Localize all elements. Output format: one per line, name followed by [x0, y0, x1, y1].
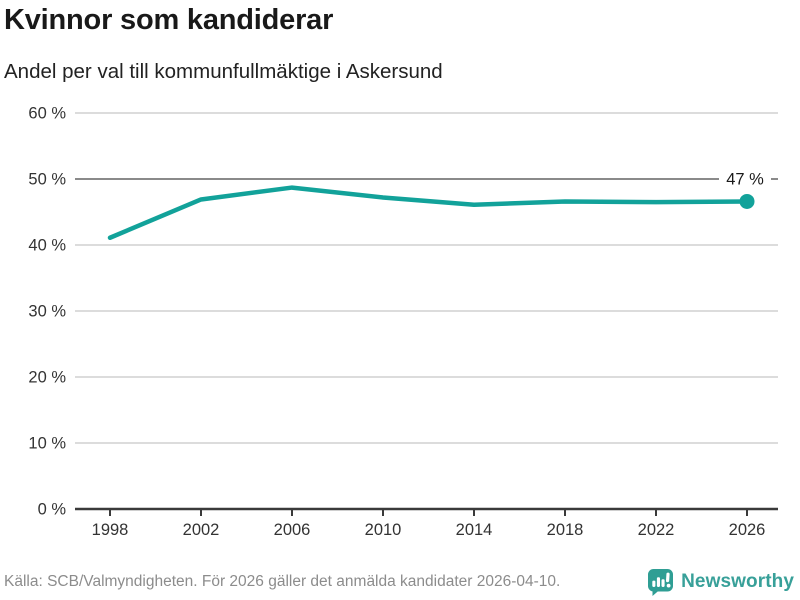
y-tick-label: 40 %: [28, 237, 66, 255]
line-chart: 0 % 10 % 20 % 30 % 40 % 50 % 60 % 1998 2002 2006 2…: [28, 105, 778, 539]
series-line: [107, 185, 750, 240]
y-tick-label: 30 %: [28, 303, 66, 321]
chart-title: Kvinnor som kandiderar: [4, 4, 334, 36]
x-tick-label: 2002: [183, 521, 220, 539]
source-note: Källa: SCB/Valmyndigheten. För 2026 gäll…: [4, 573, 561, 590]
x-tick-label: 1998: [92, 521, 129, 539]
x-tick-label: 2026: [729, 521, 766, 539]
value-label: 47 %: [726, 171, 764, 189]
y-tick-label: 60 %: [28, 105, 66, 123]
chart-subtitle: Andel per val till kommunfullmäktige i A…: [4, 60, 443, 83]
x-tick-label: 2014: [456, 521, 493, 539]
y-tick-label: 10 %: [28, 435, 66, 453]
newsworthy-brand: Newsworthy: [647, 568, 794, 597]
y-tick-label: 50 %: [28, 171, 66, 189]
newsworthy-logo-icon: [648, 568, 674, 596]
end-point-dot: [739, 193, 755, 209]
x-tick-label: 2018: [547, 521, 584, 539]
x-tick-label: 2006: [274, 521, 311, 539]
x-tick-label: 2010: [365, 521, 402, 539]
y-tick-label: 0 %: [38, 501, 67, 519]
value-label-backing: [719, 168, 771, 189]
y-tick-label: 20 %: [28, 369, 66, 387]
chart-footer: Källa: SCB/Valmyndigheten. För 2026 gäll…: [4, 566, 794, 598]
newsworthy-logo-text: Newsworthy: [681, 571, 794, 592]
x-tick-label: 2022: [638, 521, 675, 539]
